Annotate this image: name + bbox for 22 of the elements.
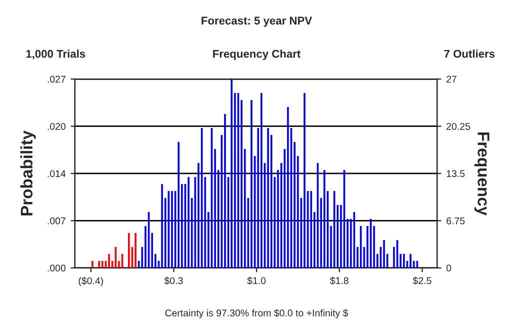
y2-tick-label: 6.75 bbox=[446, 217, 465, 224]
chart-subtitle: Frequency Chart bbox=[213, 50, 301, 60]
y-tick-label: .020 bbox=[48, 122, 66, 130]
text: 1,000 Trials bbox=[26, 50, 86, 60]
x-tick-label: $2.5 bbox=[412, 276, 432, 285]
y2-tick-label: 20.25 bbox=[446, 122, 470, 130]
y-tick-label: .014 bbox=[48, 170, 66, 178]
text: 7 Outliers bbox=[444, 50, 495, 58]
y-tick-label: .027 bbox=[48, 76, 66, 83]
y-tick-label: .007 bbox=[48, 217, 66, 224]
y-axis-title: Probability bbox=[20, 130, 36, 216]
text: Certainty is 97.30% from $0.0 to +Infinity $ bbox=[165, 309, 348, 318]
y2-tick-label: 13.5 bbox=[446, 170, 465, 178]
y2-axis-title: Frequency bbox=[474, 132, 490, 216]
y-tick-label: .000 bbox=[48, 264, 66, 272]
y2-tick-label: 0 bbox=[446, 264, 452, 272]
chart-title: Forecast: 5 year NPV bbox=[202, 16, 312, 27]
x-tick-label: $1.8 bbox=[330, 276, 348, 285]
x-tick-label: $1.0 bbox=[247, 276, 266, 285]
x-tick-label: $0.3 bbox=[164, 276, 183, 285]
y2-tick-label: 27 bbox=[446, 76, 456, 83]
x-tick-label: ($0.4) bbox=[78, 276, 103, 286]
